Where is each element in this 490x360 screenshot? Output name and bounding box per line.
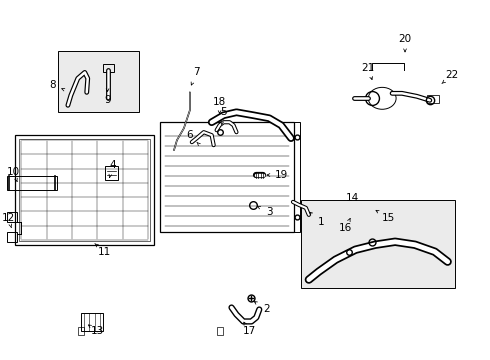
Text: 16: 16 — [339, 223, 352, 233]
Text: 19: 19 — [274, 170, 288, 180]
Bar — [7, 212, 17, 222]
Bar — [294, 122, 300, 232]
Bar — [19, 139, 150, 241]
Bar — [15, 135, 154, 245]
Text: 12: 12 — [2, 213, 15, 223]
Bar — [7, 176, 57, 190]
Bar — [301, 200, 455, 288]
Text: 13: 13 — [91, 327, 104, 336]
Text: 2: 2 — [263, 305, 270, 315]
Text: 3: 3 — [266, 207, 272, 217]
Text: 15: 15 — [382, 213, 395, 223]
Text: 5: 5 — [220, 107, 227, 117]
Text: 11: 11 — [98, 247, 111, 257]
Text: 22: 22 — [445, 71, 458, 80]
Text: 9: 9 — [104, 95, 111, 105]
Bar — [102, 64, 115, 72]
Text: 7: 7 — [194, 67, 200, 77]
Bar — [78, 328, 84, 336]
Text: 14: 14 — [346, 193, 359, 203]
Bar — [217, 328, 222, 336]
Text: 1: 1 — [318, 217, 324, 227]
Bar — [58, 50, 139, 112]
Bar — [160, 122, 294, 232]
Text: 4: 4 — [109, 160, 116, 170]
Bar — [427, 95, 439, 103]
Bar — [7, 232, 17, 242]
Text: 20: 20 — [398, 33, 412, 44]
Text: 18: 18 — [213, 97, 226, 107]
Text: 10: 10 — [7, 167, 20, 177]
Text: 6: 6 — [187, 130, 193, 140]
Bar — [81, 314, 102, 332]
Bar — [104, 166, 119, 180]
Text: 8: 8 — [49, 80, 56, 90]
Text: 21: 21 — [362, 63, 375, 73]
Text: 17: 17 — [243, 327, 256, 336]
